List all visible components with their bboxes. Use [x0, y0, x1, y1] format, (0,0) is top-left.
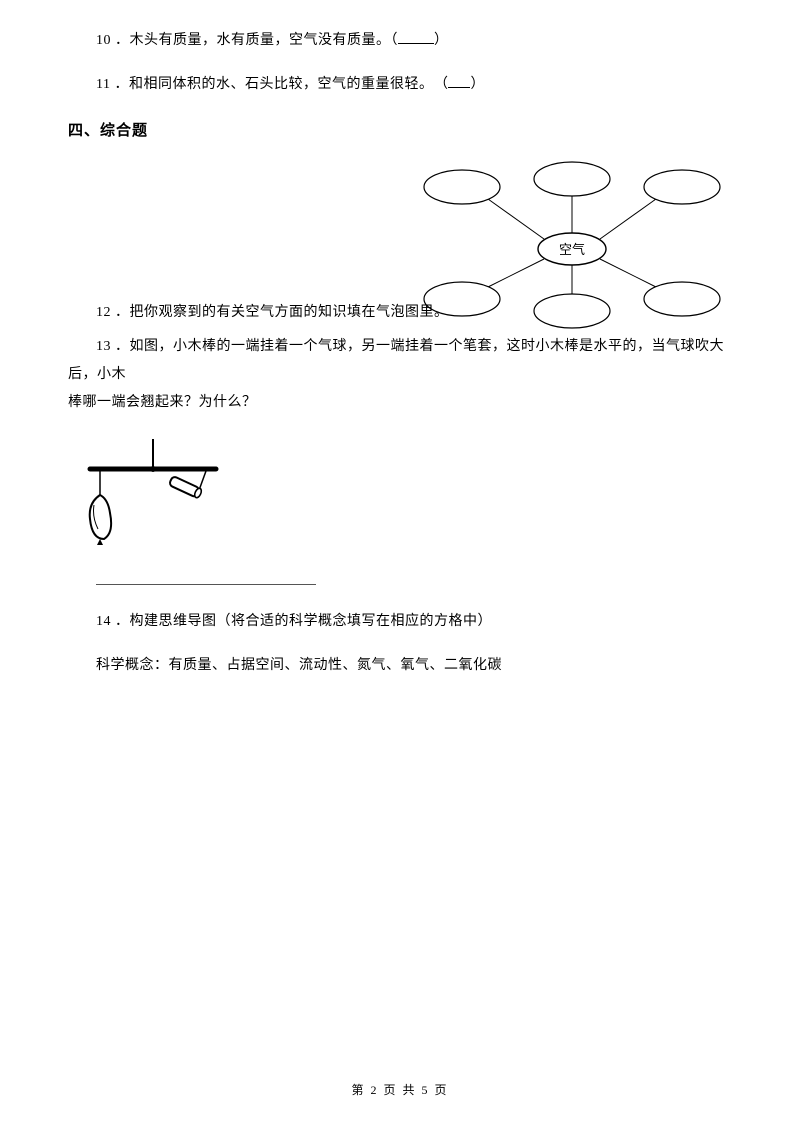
q14-concepts: 有质量、占据空间、流动性、氮气、氧气、二氧化碳 [169, 658, 503, 673]
q12-num: 12 [96, 305, 111, 320]
question-10: 10 ．木头有质量，水有质量，空气没有质量。（ ） [68, 30, 732, 52]
question-13: 13 ．如图，小木棒的一端挂着一个气球，另一端挂着一个笔套，这时小木棒是水平的，… [68, 333, 732, 417]
question-11: 11 ．和相同体积的水、石头比较，空气的重量很轻。 （ ） [68, 74, 732, 96]
bubble-center-label: 空气 [559, 242, 585, 257]
q12-text: ．把你观察到的有关空气方面的知识填在气泡图里。 [115, 305, 449, 320]
q11-text: ．和相同体积的水、石头比较，空气的重量很轻。 （ [114, 77, 448, 92]
q14-num: 14 [96, 614, 111, 629]
q13-text-b: 棒哪一端会翘起来？为什么？ [68, 389, 732, 417]
q11-blank[interactable] [448, 74, 470, 88]
question-12: 12 ．把你观察到的有关空气方面的知识填在气泡图里。 [68, 302, 449, 324]
q10-text: ．木头有质量，水有质量，空气没有质量。（ [115, 33, 398, 48]
balance-diagram [78, 439, 228, 554]
page-footer: 第 2 页 共 5 页 [0, 1081, 800, 1098]
footer-prefix: 第 [351, 1083, 370, 1097]
footer-suffix: 页 [430, 1083, 449, 1097]
footer-mid: 页 共 [378, 1083, 421, 1097]
q14-text: ．构建思维导图（将合适的科学概念填写在相应的方格中） [115, 614, 492, 629]
bubble-diagram-block: 空气 12 ．把你观察到的有关空气方面的知识填在气泡图里。 [68, 165, 732, 325]
q14-concepts-label: 科学概念： [96, 658, 169, 673]
q13-num: 13 [96, 339, 111, 354]
q10-num: 10 [96, 33, 111, 48]
q10-tail: ） [434, 33, 449, 48]
section-title: 四、综合题 [68, 119, 732, 143]
q13-text-a: ．如图，小木棒的一端挂着一个气球，另一端挂着一个笔套，这时小木棒是水平的，当气球… [68, 339, 724, 382]
question-14: 14 ．构建思维导图（将合适的科学概念填写在相应的方格中） [68, 611, 732, 633]
answer-blank-line[interactable] [96, 584, 316, 585]
q11-tail: ） [470, 77, 485, 92]
q11-num: 11 [96, 77, 110, 92]
footer-total: 5 [422, 1083, 430, 1097]
question-14-concepts: 科学概念：有质量、占据空间、流动性、氮气、氧气、二氧化碳 [68, 655, 732, 677]
q10-blank[interactable] [398, 30, 434, 44]
